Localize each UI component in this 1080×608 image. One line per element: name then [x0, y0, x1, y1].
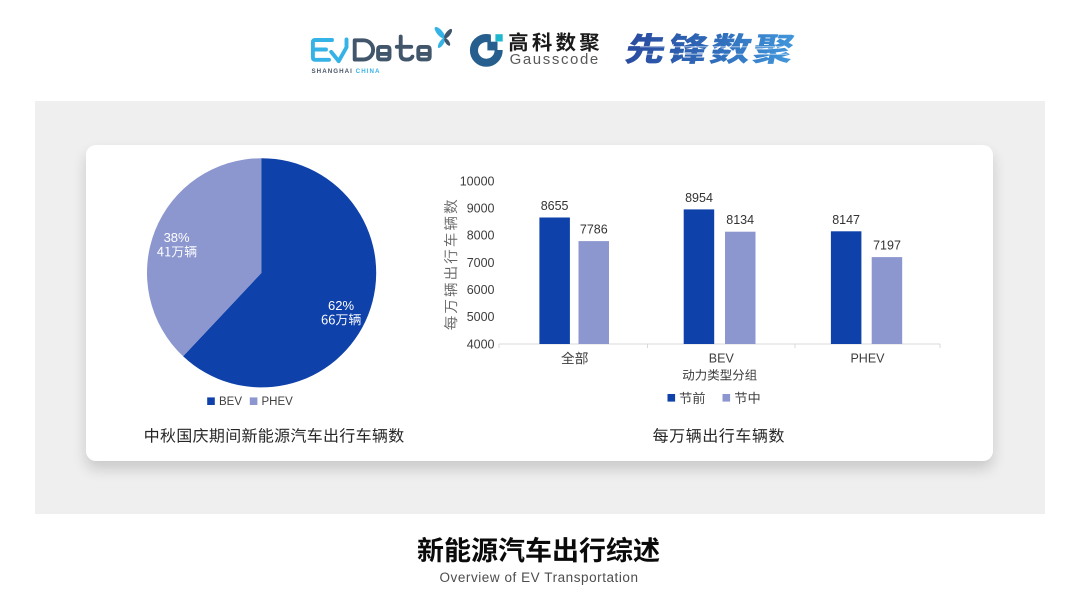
svg-text:8134: 8134 [726, 213, 754, 227]
svg-text:BEV: BEV [709, 352, 735, 366]
svg-text:BEV: BEV [219, 396, 242, 408]
svg-text:4000: 4000 [467, 337, 495, 351]
svg-text:Gausscode: Gausscode [510, 51, 600, 68]
svg-text:PHEV: PHEV [262, 396, 294, 408]
svg-text:38%: 38% [164, 230, 190, 245]
svg-text:8655: 8655 [541, 199, 569, 213]
svg-text:SHANGHAI CHINA: SHANGHAI CHINA [312, 68, 381, 75]
svg-text:10000: 10000 [460, 174, 495, 188]
svg-text:5000: 5000 [467, 310, 495, 324]
svg-text:PHEV: PHEV [850, 352, 885, 366]
svg-text:7197: 7197 [873, 239, 901, 253]
svg-text:7000: 7000 [467, 256, 495, 270]
svg-text:62%: 62% [328, 298, 354, 313]
svg-text:7786: 7786 [580, 223, 608, 237]
svg-text:9000: 9000 [467, 202, 495, 216]
svg-text:8147: 8147 [832, 213, 860, 227]
svg-text:Overview of EV Transportation: Overview of EV Transportation [439, 570, 638, 585]
svg-text:6000: 6000 [467, 283, 495, 297]
svg-text:8954: 8954 [685, 191, 713, 205]
svg-text:8000: 8000 [467, 229, 495, 243]
